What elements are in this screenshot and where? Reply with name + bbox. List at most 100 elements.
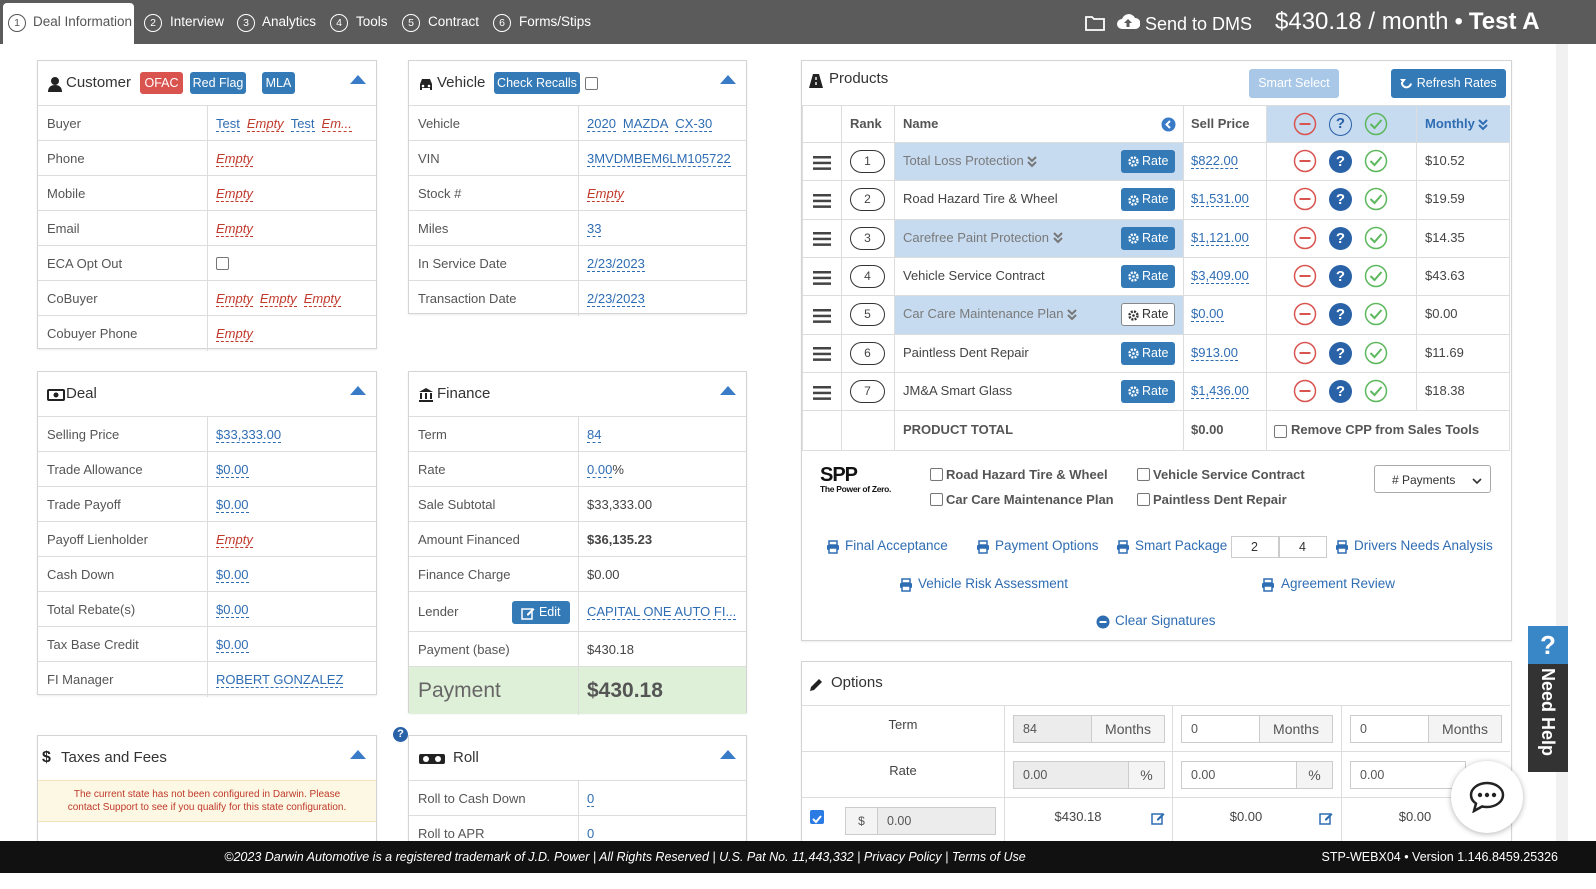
row-value[interactable]: Empty [587,186,624,202]
row-value[interactable]: Empty [216,186,253,202]
tab-number[interactable]: 3 [237,14,255,32]
row-value[interactable]: $0.00 [216,462,249,478]
row-value[interactable]: 0 [587,791,595,807]
row-value[interactable]: $0.00 [216,602,249,618]
row-value[interactable]: 33 [587,221,602,237]
chat-button[interactable] [1451,761,1523,833]
smart-package-input[interactable]: 4 [1279,536,1327,558]
spp-checkbox[interactable] [1137,468,1150,481]
remove-product[interactable] [1293,264,1317,288]
row-value[interactable]: 84 [587,427,602,443]
spp-checkbox[interactable] [930,468,943,481]
collapse-toggle[interactable] [720,386,736,395]
document-link[interactable]: Vehicle Risk Assessment [918,576,1069,591]
remove-product[interactable] [1293,379,1317,403]
tab-number[interactable]: 6 [493,14,511,32]
roll-help[interactable]: ? [393,727,408,742]
document-link[interactable]: Agreement Review [1281,576,1396,591]
drag-handle[interactable] [813,346,831,362]
help-label[interactable]: Need Help [1538,668,1558,757]
tab-label[interactable]: Forms/Stips [519,14,592,29]
sell-price[interactable]: $1,121.00 [1191,219,1249,257]
rate-button[interactable]: Rate [1121,150,1175,173]
collapse-toggle[interactable] [720,75,736,84]
drag-handle[interactable] [813,269,831,285]
document-link[interactable]: Smart Package [1135,538,1228,553]
row-value[interactable]: 2020 [587,116,616,132]
sell-price[interactable]: $3,409.00 [1191,257,1249,295]
collapse-toggle[interactable] [350,75,366,84]
rate-button[interactable]: Rate [1121,379,1175,403]
row-value[interactable]: Test [216,116,240,132]
tab-label[interactable]: Interview [170,14,225,29]
row-value[interactable]: CAPITAL ONE AUTO FI... [587,604,737,620]
rate-button[interactable]: Rate [1121,303,1175,327]
recalls-checkbox[interactable] [585,77,598,90]
badge[interactable]: OFAC [140,72,183,94]
tab-label[interactable]: Tools [356,14,388,29]
row-value[interactable]: 2/23/2023 [587,291,645,307]
remove-product[interactable] [1293,187,1317,211]
option-input[interactable]: 0.00 [1181,761,1297,789]
accept-product[interactable] [1364,302,1388,326]
badge[interactable]: MLA [262,72,295,94]
sell-price[interactable]: $1,436.00 [1191,372,1249,410]
product-help[interactable]: ? [1329,341,1352,365]
row-value[interactable]: ROBERT GONZALEZ [216,672,344,688]
row-value[interactable]: 3MVDMBEM6LM105722 [587,151,731,167]
remove-product[interactable] [1293,341,1317,365]
collapse-toggle[interactable] [720,750,736,759]
tab-number[interactable]: 4 [330,14,348,32]
document-link[interactable]: Payment Options [995,538,1099,553]
option-input[interactable]: 0.00 [1350,761,1466,789]
sell-price[interactable]: $1,531.00 [1191,180,1249,218]
option-input[interactable]: 0 [1181,715,1260,743]
row-value[interactable]: Empty [259,291,297,307]
checkbox[interactable] [216,257,229,270]
row-value[interactable]: Test [290,116,315,132]
product-help[interactable]: ? [1329,379,1352,403]
accept-product[interactable] [1364,226,1388,250]
remove-product[interactable] [1293,302,1317,326]
row-value[interactable]: Empty [216,221,253,237]
row-value[interactable]: $0.00 [216,497,249,513]
row-value[interactable]: CX-30 [675,116,713,132]
badge[interactable]: Red Flag [190,72,246,94]
accept-product[interactable] [1364,264,1388,288]
tab-number[interactable]: 1 [8,14,26,32]
row-value[interactable]: 0.00 [587,462,613,478]
tab-number[interactable]: 2 [144,14,162,32]
remove-cpp-checkbox[interactable] [1274,425,1287,438]
help-icon[interactable]: ? [1528,626,1568,664]
drag-handle[interactable] [813,307,831,323]
tab-label[interactable]: Contract [428,14,480,29]
product-help[interactable]: ? [1329,303,1352,327]
folder-icon[interactable] [1085,14,1105,31]
row-value[interactable]: Empty [303,291,341,307]
row-value[interactable]: Em... [321,116,352,132]
tab-label[interactable]: Analytics [262,14,317,29]
product-help[interactable]: ? [1329,226,1352,250]
spp-checkbox[interactable] [930,493,943,506]
tab-label[interactable]: Deal Information [33,14,133,29]
row-value[interactable]: $33,333.00 [216,427,282,443]
row-value[interactable]: 0 [587,826,595,842]
row-value[interactable]: Empty [216,326,253,342]
row-value[interactable]: MAZDA [622,116,669,132]
row-value[interactable]: Empty [246,116,284,132]
remove-all[interactable] [1293,112,1317,136]
option-input[interactable]: 0.00 [877,807,996,835]
drag-handle[interactable] [813,192,831,208]
product-help[interactable]: ? [1329,188,1352,212]
smart-select[interactable]: Smart Select [1249,69,1339,98]
smart-package-input[interactable]: 2 [1231,536,1279,558]
document-link[interactable]: Drivers Needs Analysis [1354,538,1493,553]
product-help[interactable]: ? [1329,264,1352,288]
collapse-toggle[interactable] [350,386,366,395]
refresh-rates[interactable]: Refresh Rates [1391,69,1506,98]
row-value[interactable]: Empty [216,151,253,167]
help-all[interactable]: ? [1329,113,1352,136]
collapse-toggle[interactable] [350,750,366,759]
remove-product[interactable] [1293,149,1317,173]
tab-number[interactable]: 5 [402,14,420,32]
